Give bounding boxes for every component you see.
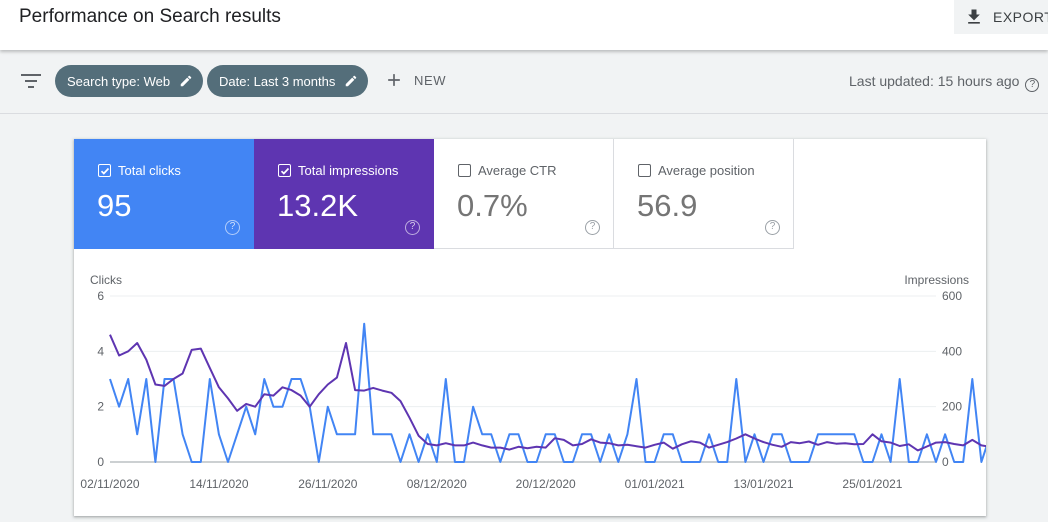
x-tick-label: 26/11/2020 (298, 477, 357, 491)
x-tick-label: 25/01/2021 (842, 477, 902, 491)
metric-value: 13.2K (277, 188, 359, 223)
export-button[interactable]: EXPORT (954, 0, 1048, 34)
metric-value: 0.7% (457, 188, 528, 223)
left-axis-title: Clicks (90, 273, 122, 287)
right-tick-label: 400 (942, 344, 962, 358)
new-filter-button[interactable]: NEW (384, 70, 446, 90)
metric-label: Average CTR (478, 163, 557, 178)
checkbox-unchecked-icon[interactable] (638, 164, 651, 177)
metric-average-position[interactable]: Average position 56.9 ? (614, 139, 794, 249)
search-type-chip-label: Search type: Web (67, 73, 171, 89)
x-tick-label: 14/11/2020 (189, 477, 248, 491)
x-tick-label: 02/11/2020 (80, 477, 139, 491)
download-icon (968, 9, 980, 24)
plus-icon (388, 74, 400, 86)
search-type-chip[interactable]: Search type: Web (55, 65, 204, 97)
series-line-clicks (109, 322, 986, 463)
metric-value: 56.9 (637, 188, 698, 223)
metric-total-impressions[interactable]: Total impressions 13.2K ? (254, 139, 434, 249)
x-tick-label: 08/12/2020 (407, 477, 467, 491)
filter-toolbar: Search type: Web Date: Last 3 months NEW… (0, 50, 1048, 114)
x-tick-label: 20/12/2020 (516, 477, 576, 491)
help-icon[interactable]: ? (1025, 78, 1040, 92)
help-icon[interactable]: ? (405, 220, 420, 235)
metric-average-ctr[interactable]: Average CTR 0.7% ? (434, 139, 614, 249)
left-tick-label: 4 (97, 344, 104, 358)
page-title: Performance on Search results (19, 6, 281, 27)
metric-label: Average position (658, 163, 755, 178)
filter-icon[interactable] (20, 71, 42, 91)
date-range-chip-label: Date: Last 3 months (219, 73, 336, 89)
right-tick-label: 200 (942, 400, 962, 414)
metric-value: 95 (97, 188, 132, 223)
metric-label: Total impressions (298, 163, 399, 178)
performance-card: Total clicks 95 ? Total impressions 13.2… (74, 139, 986, 516)
help-icon[interactable]: ? (225, 220, 240, 235)
checkbox-checked-icon[interactable] (98, 164, 111, 177)
last-updated-label: Last updated: 15 hours ago (849, 73, 1020, 89)
x-tick-label: 13/01/2021 (734, 477, 794, 491)
edit-pencil-icon (180, 75, 192, 87)
new-filter-label: NEW (414, 72, 447, 88)
performance-chart: 0 0 2 200 4 400 6 600 Clicks Impressions 02/11/202… (80, 273, 986, 491)
checkbox-checked-icon[interactable] (278, 164, 291, 177)
x-tick-label: 01/01/2021 (625, 477, 685, 491)
date-range-chip[interactable]: Date: Last 3 months (207, 65, 369, 97)
help-icon[interactable]: ? (585, 220, 600, 235)
metric-total-clicks[interactable]: Total clicks 95 ? (74, 139, 254, 249)
right-tick-label: 600 (942, 289, 962, 303)
right-tick-label: 0 (942, 455, 949, 469)
left-tick-label: 2 (97, 400, 104, 414)
series-line-impressions (109, 334, 986, 452)
checkbox-unchecked-icon[interactable] (458, 164, 471, 177)
page-header: Performance on Search results EXPORT (0, 0, 1048, 50)
left-tick-label: 0 (97, 455, 104, 469)
last-updated-text: Last updated: 15 hours ago ? (849, 73, 1040, 92)
left-tick-label: 6 (97, 289, 104, 303)
right-axis-title: Impressions (904, 273, 969, 287)
edit-pencil-icon (346, 75, 357, 87)
export-label: EXPORT (993, 9, 1048, 25)
metric-label: Total clicks (118, 163, 181, 178)
help-icon[interactable]: ? (765, 220, 780, 235)
